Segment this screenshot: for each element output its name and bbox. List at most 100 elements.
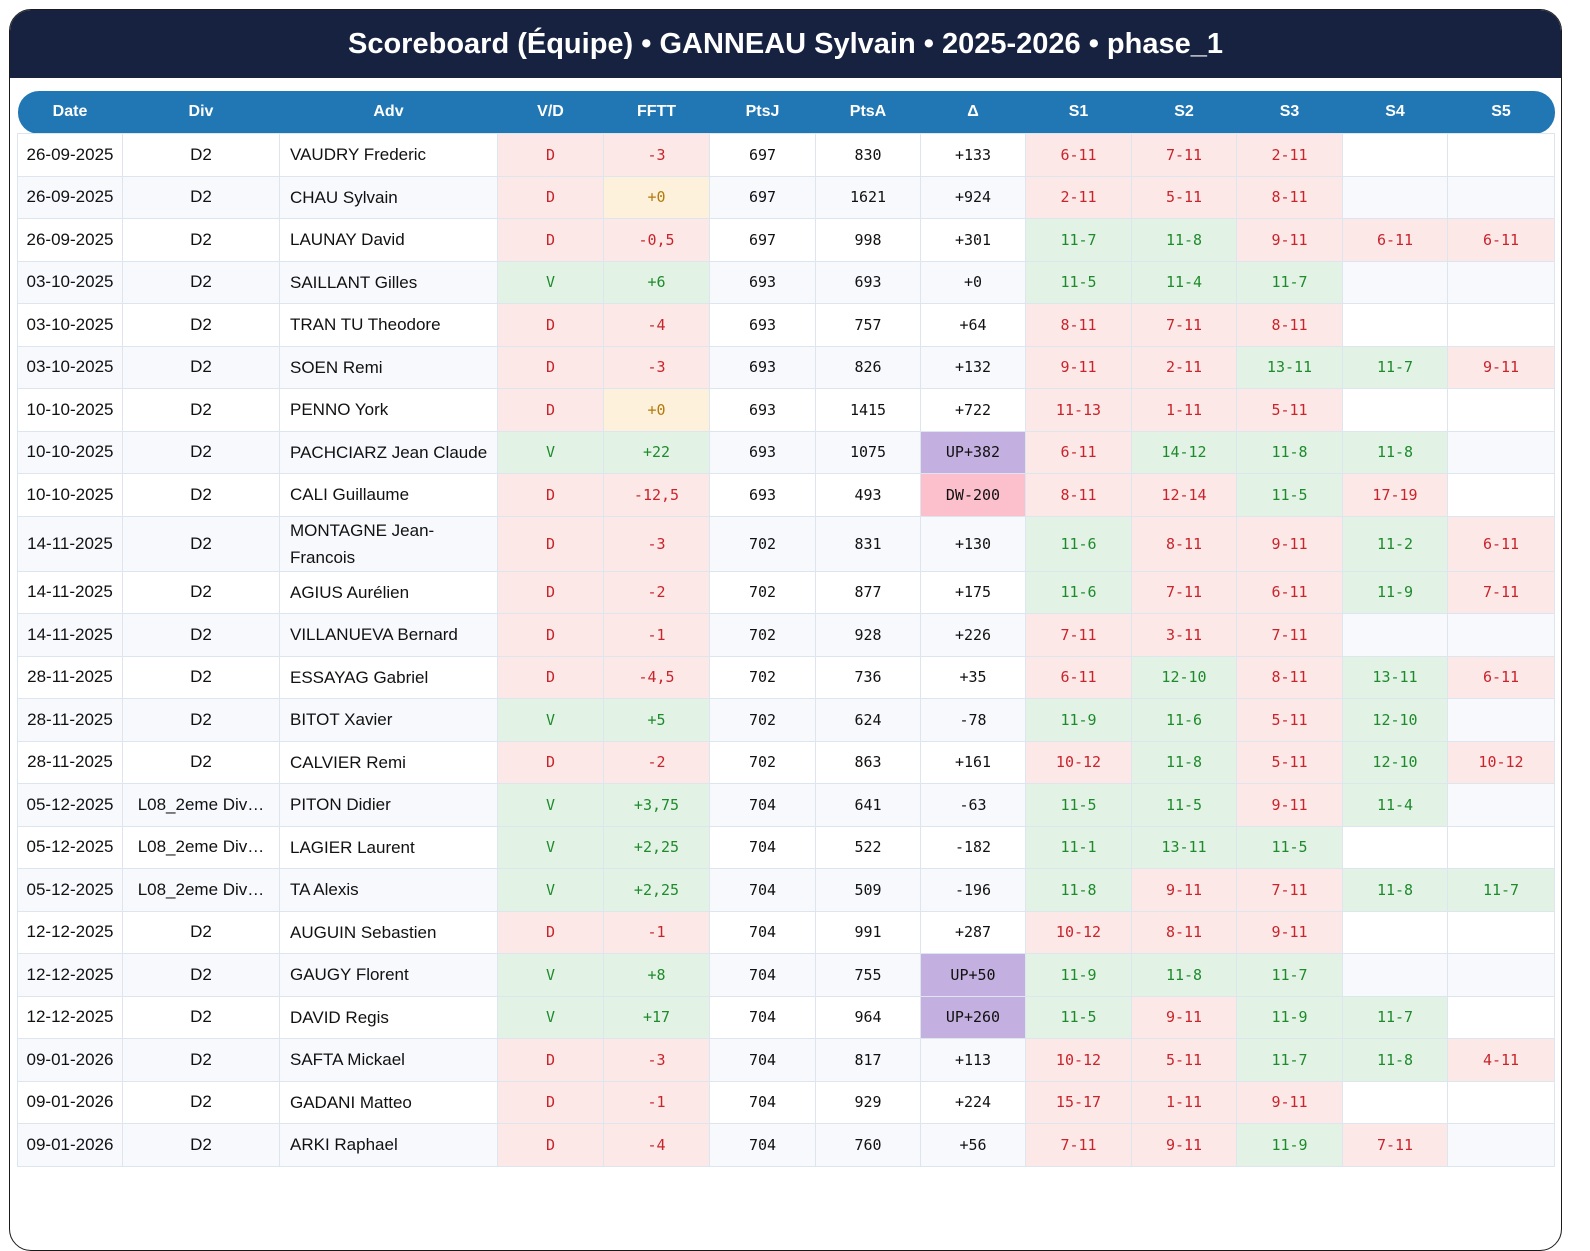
column-header-fftt[interactable]: FFTT xyxy=(603,91,710,134)
cell-set-3: 7-11 xyxy=(1236,613,1343,657)
cell-set-1: 11-9 xyxy=(1025,953,1132,997)
cell-opponent: CHAU Sylvain xyxy=(279,175,498,219)
cell-date: 12-12-2025 xyxy=(17,953,123,997)
cell-player-points: 704 xyxy=(709,1038,816,1082)
cell-player-points: 702 xyxy=(709,570,816,614)
cell-result: D xyxy=(497,1123,604,1167)
cell-set-5 xyxy=(1447,133,1555,177)
column-header-date[interactable]: Date xyxy=(17,91,123,134)
cell-opponent: SAILLANT Gilles xyxy=(279,260,498,304)
cell-set-2: 9-11 xyxy=(1131,1123,1237,1167)
cell-fftt-points: -3 xyxy=(603,1038,710,1082)
cell-delta: +224 xyxy=(920,1080,1026,1124)
column-header-s4[interactable]: S4 xyxy=(1342,91,1448,134)
cell-set-4 xyxy=(1342,953,1448,997)
cell-opponent-points: 929 xyxy=(815,1080,921,1124)
cell-set-3: 11-7 xyxy=(1236,260,1343,304)
column-header-s5[interactable]: S5 xyxy=(1447,91,1555,134)
column-header-s3[interactable]: S3 xyxy=(1236,91,1343,134)
cell-set-5 xyxy=(1447,953,1555,997)
cell-opponent-points: 991 xyxy=(815,910,921,954)
cell-opponent-points: 998 xyxy=(815,218,921,262)
cell-player-points: 702 xyxy=(709,515,816,572)
cell-date: 26-09-2025 xyxy=(17,175,123,219)
column-header-div[interactable]: Div xyxy=(122,91,280,134)
table-row: 05-12-2025 L08_2eme Div… TA Alexis V +2,25 70… xyxy=(17,868,1555,912)
cell-player-points: 704 xyxy=(709,953,816,997)
column-header-ptsa[interactable]: PtsA xyxy=(815,91,921,134)
cell-delta: +113 xyxy=(920,1038,1026,1082)
cell-opponent: PITON Didier xyxy=(279,783,498,827)
cell-div: D2 xyxy=(122,345,280,389)
cell-set-2: 11-4 xyxy=(1131,260,1237,304)
cell-set-1: 11-7 xyxy=(1025,218,1132,262)
cell-opponent: PENNO York xyxy=(279,388,498,432)
cell-div: D2 xyxy=(122,1123,280,1167)
cell-player-points: 693 xyxy=(709,303,816,347)
cell-opponent-points: 1415 xyxy=(815,388,921,432)
cell-set-2: 14-12 xyxy=(1131,430,1237,474)
table-row: 09-01-2026 D2 SAFTA Mickael D -3 704 817 +113 10… xyxy=(17,1038,1555,1082)
cell-div: D2 xyxy=(122,175,280,219)
cell-div: D2 xyxy=(122,260,280,304)
cell-player-points: 693 xyxy=(709,473,816,517)
column-header-adv[interactable]: Adv xyxy=(279,91,498,134)
column-header-s1[interactable]: S1 xyxy=(1025,91,1132,134)
cell-opponent: LAGIER Laurent xyxy=(279,825,498,869)
cell-result: D xyxy=(497,515,604,572)
cell-div: D2 xyxy=(122,953,280,997)
cell-opponent-points: 757 xyxy=(815,303,921,347)
cell-set-4 xyxy=(1342,388,1448,432)
cell-opponent-points: 624 xyxy=(815,698,921,742)
cell-set-4 xyxy=(1342,175,1448,219)
cell-set-2: 11-6 xyxy=(1131,698,1237,742)
cell-player-points: 697 xyxy=(709,175,816,219)
column-header-s2[interactable]: S2 xyxy=(1131,91,1237,134)
cell-date: 26-09-2025 xyxy=(17,218,123,262)
cell-opponent-points: 760 xyxy=(815,1123,921,1167)
cell-opponent: AGIUS Aurélien xyxy=(279,570,498,614)
cell-date: 28-11-2025 xyxy=(17,740,123,784)
cell-player-points: 702 xyxy=(709,698,816,742)
cell-set-2: 11-5 xyxy=(1131,783,1237,827)
cell-set-5 xyxy=(1447,825,1555,869)
cell-set-5 xyxy=(1447,430,1555,474)
cell-opponent-points: 493 xyxy=(815,473,921,517)
cell-result: V xyxy=(497,953,604,997)
cell-delta: +0 xyxy=(920,260,1026,304)
cell-set-1: 10-12 xyxy=(1025,740,1132,784)
cell-fftt-points: +22 xyxy=(603,430,710,474)
cell-opponent: ARKI Raphael xyxy=(279,1123,498,1167)
cell-fftt-points: -0,5 xyxy=(603,218,710,262)
cell-opponent-points: 1075 xyxy=(815,430,921,474)
cell-date: 28-11-2025 xyxy=(17,655,123,699)
table-row: 14-11-2025 D2 MONTAGNE Jean-Francois D -3 702… xyxy=(17,515,1555,572)
cell-set-5 xyxy=(1447,910,1555,954)
cell-set-5: 11-7 xyxy=(1447,868,1555,912)
cell-player-points: 704 xyxy=(709,825,816,869)
cell-set-4 xyxy=(1342,133,1448,177)
cell-fftt-points: +6 xyxy=(603,260,710,304)
column-header-ptsj[interactable]: PtsJ xyxy=(709,91,816,134)
cell-fftt-points: -1 xyxy=(603,910,710,954)
cell-fftt-points: -2 xyxy=(603,740,710,784)
cell-date: 10-10-2025 xyxy=(17,388,123,432)
column-header-delta[interactable]: Δ xyxy=(920,91,1026,134)
cell-set-3: 5-11 xyxy=(1236,740,1343,784)
cell-set-3: 11-9 xyxy=(1236,1123,1343,1167)
cell-player-points: 693 xyxy=(709,388,816,432)
cell-set-5: 4-11 xyxy=(1447,1038,1555,1082)
cell-div: D2 xyxy=(122,388,280,432)
scoreboard-window: Scoreboard (Équipe) • GANNEAU Sylvain • … xyxy=(9,9,1562,1251)
cell-div: D2 xyxy=(122,655,280,699)
table-row: 05-12-2025 L08_2eme Div… LAGIER Laurent V +2… xyxy=(17,825,1555,869)
cell-div: D2 xyxy=(122,910,280,954)
cell-set-3: 9-11 xyxy=(1236,1080,1343,1124)
cell-set-1: 11-6 xyxy=(1025,515,1132,572)
cell-div: D2 xyxy=(122,473,280,517)
cell-set-1: 2-11 xyxy=(1025,175,1132,219)
cell-opponent: BITOT Xavier xyxy=(279,698,498,742)
column-header-vd[interactable]: V/D xyxy=(497,91,604,134)
cell-set-2: 8-11 xyxy=(1131,515,1237,572)
cell-set-4 xyxy=(1342,825,1448,869)
